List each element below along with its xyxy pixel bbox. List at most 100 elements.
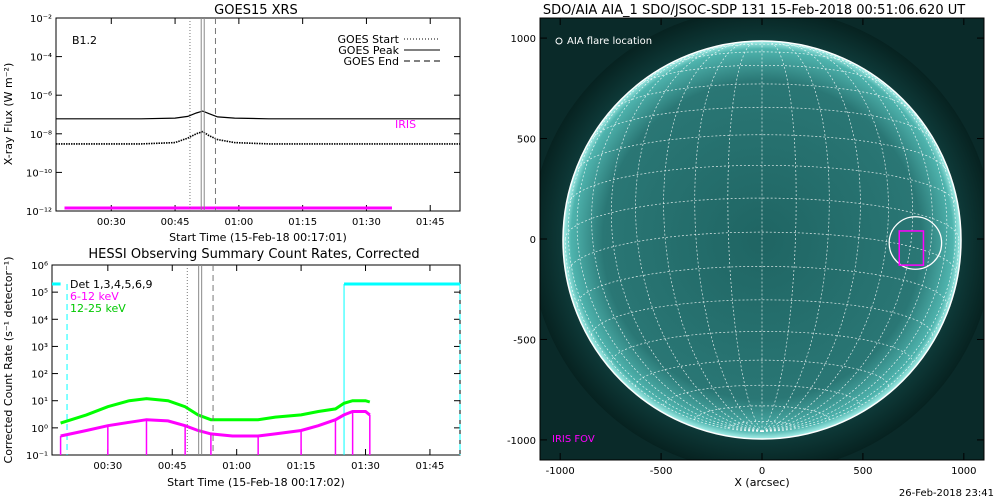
goes-xtick-label: 01:30 [352,217,381,228]
hessi-ytick-label: 10⁰ [31,424,48,435]
longitude-line [761,112,957,432]
longitude-line [761,42,830,432]
hessi-series-line [60,410,371,438]
aia-xtick-label: 500 [853,466,872,477]
longitude-line [564,238,763,432]
hessi-title: HESSI Observing Summary Count Rates, Cor… [88,247,419,262]
aia-title: SDO/AIA AIA_1 SDO/JSOC-SDP 131 15-Feb-20… [543,3,965,18]
goes-ytick-label: 10⁻⁴ [30,53,52,64]
longitude-line [576,69,763,432]
iris-fov-label: IRIS FOV [552,434,595,445]
hessi-x-label: Start Time (15-Feb-18 00:17:02) [167,476,345,489]
hessi-series-line [60,397,371,425]
hessi-legend-high: 12-25 keV [70,302,126,315]
aia-xtick-label: -500 [650,466,673,477]
goes-ytick-label: 10⁻¹⁰ [26,168,52,179]
iris-fov-box [898,230,925,266]
flare-legend-marker [555,37,563,45]
goes-ytick-label: 10⁻⁶ [30,91,52,102]
goes-xtick-label: 01:00 [224,217,253,228]
goes-x-axis: 00:30 00:45 01:00 01:15 01:30 01:45 [97,18,445,228]
aia-ytick-label: -500 [513,335,536,346]
goes-x-label: Start Time (15-Feb-18 00:17:01) [169,231,347,244]
aia-ytick-label: -1000 [507,436,536,447]
hessi-legend-low: 6-12 keV [70,290,119,303]
longitude-line [761,69,948,432]
aia-panel: SDO/AIA AIA_1 SDO/JSOC-SDP 131 15-Feb-20… [507,3,985,489]
hessi-ytick-label: 10¹ [31,397,48,408]
latitude-line [639,64,885,86]
goes-xtick-label: 01:15 [288,217,317,228]
longitude-line [761,238,960,432]
hessi-cyan-group [52,282,461,455]
goes-legend: GOES Start GOES Peak GOES End [338,33,440,68]
goes-ytick-label: 10⁻¹² [26,207,52,218]
goes-legend-end: GOES End [343,55,399,68]
aia-x-axis: -1000 -500 0 500 1000 [546,18,977,477]
longitude-line [591,54,763,432]
hessi-ytick-label: 10² [31,370,48,381]
hessi-ytick-label: 10³ [31,342,48,353]
hessi-y-label: Corrected Count Rate (s⁻¹ detector⁻¹) [2,257,15,464]
goes-iris-label: IRIS [395,118,416,131]
hessi-panel: HESSI Observing Summary Count Rates, Cor… [2,247,461,489]
hessi-legend: Det 1,3,4,5,6,9 6-12 keV 12-25 keV [70,278,153,315]
goes-xtick-label: 00:45 [161,217,190,228]
hessi-ytick-label: 10⁴ [31,315,48,326]
aia-xtick-label: 0 [759,466,765,477]
hessi-ytick-label: 10⁻¹ [26,451,48,462]
aia-xtick-label: -1000 [546,466,575,477]
longitude-line [663,43,763,432]
aia-ytick-label: 0 [530,235,536,246]
goes-legend-start: GOES Start [338,33,400,46]
hessi-xtick-label: 01:15 [287,461,316,472]
goes-xtick-label: 00:30 [97,217,126,228]
hessi-xtick-label: 00:45 [158,461,187,472]
heliographic-grid [564,42,960,432]
goes-series-long [56,110,460,120]
aia-xtick-label: 1000 [951,466,976,477]
longitude-line [761,43,861,432]
goes-ytick-label: 10⁻² [30,14,52,25]
goes-series-short [56,130,460,145]
goes-class-label: B1.2 [72,34,97,47]
aia-y-axis: -1000 -500 0 500 1000 [507,34,984,447]
longitude-line [567,112,763,432]
goes-y-axis: 10⁻¹² 10⁻¹⁰ 10⁻⁸ 10⁻⁶ 10⁻⁴ 10⁻² [26,14,460,218]
goes-plot-frame [55,17,461,212]
longitude-line [635,45,763,432]
goes-event-lines [189,18,216,211]
longitude-line [761,54,933,432]
hessi-event-lines [186,265,214,455]
aia-ytick-label: 1000 [511,34,536,45]
solar-limb [562,40,962,440]
goes-y-label: X-ray Flux (W m⁻²) [2,63,15,165]
goes-series-group [56,110,460,210]
longitude-line [694,42,763,432]
flare-legend-label: AIA flare location [567,36,652,47]
latitude-line [727,421,797,429]
hessi-y-axis: 10⁻¹ 10⁰ 10¹ 10² 10³ 10⁴ 10⁵ 10⁶ [26,261,460,462]
latitude-line [568,164,956,204]
hessi-series-group [59,397,371,455]
latitude-line [635,359,889,387]
hessi-xtick-label: 01:00 [222,461,251,472]
goes-title: GOES15 XRS [214,3,298,18]
goes-ytick-label: 10⁻⁸ [30,130,52,141]
flare-location-circle [888,216,943,270]
goes-panel: GOES15 XRS 10⁻¹² 10⁻¹⁰ 10⁻⁸ 10⁻⁶ 10⁻⁴ 10⁻² 00… [2,3,461,244]
longitude-line [761,45,889,432]
latitude-line [577,134,947,170]
aia-x-label: X (arcsec) [734,476,789,489]
aia-ytick-label: 500 [517,135,536,146]
hessi-xtick-label: 00:30 [93,461,122,472]
hessi-xtick-label: 01:45 [416,461,445,472]
goes-legend-peak: GOES Peak [338,44,399,57]
hessi-legend-det: Det 1,3,4,5,6,9 [70,278,153,291]
render-timestamp: 26-Feb-2018 23:41 [899,488,994,499]
hessi-ytick-label: 10⁵ [31,288,48,299]
latitude-line [567,231,957,273]
goes-xtick-label: 01:45 [416,217,445,228]
solar-disk [563,41,961,439]
